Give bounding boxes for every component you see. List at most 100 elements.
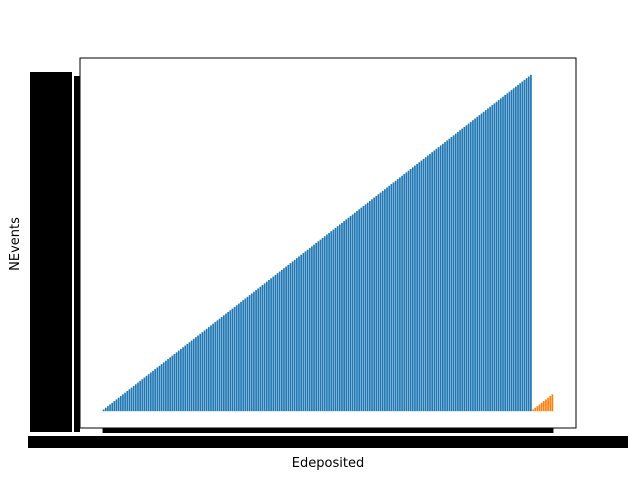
bar-s0-172 xyxy=(469,121,472,412)
bar-s0-17 xyxy=(137,382,139,412)
bar-s0-45 xyxy=(197,335,199,412)
bar-s0-199 xyxy=(527,76,530,412)
bar-s0-182 xyxy=(491,105,494,412)
bar-s0-4 xyxy=(109,404,111,412)
bar-s1-202 xyxy=(534,407,537,412)
bar-s1-209 xyxy=(549,396,552,412)
bar-s0-79 xyxy=(270,278,272,412)
bar-s0-111 xyxy=(338,224,341,412)
bar-s0-161 xyxy=(446,140,449,412)
bar-s0-24 xyxy=(152,370,154,412)
bar-s0-157 xyxy=(437,147,440,412)
bar-s0-132 xyxy=(384,189,386,412)
bar-s0-162 xyxy=(448,138,451,412)
bar-s0-103 xyxy=(321,237,324,412)
bar-s0-120 xyxy=(358,209,360,412)
bar-s0-60 xyxy=(229,310,232,412)
bar-s0-87 xyxy=(287,264,290,412)
y-tick-label-mass xyxy=(30,72,72,432)
bar-s1-208 xyxy=(547,397,549,412)
bar-s0-149 xyxy=(420,160,423,412)
bar-s0-195 xyxy=(519,83,522,412)
bar-s0-112 xyxy=(341,222,343,412)
bar-s0-59 xyxy=(227,311,230,412)
bar-s0-13 xyxy=(128,389,131,412)
bar-s0-119 xyxy=(356,211,358,412)
bar-s0-44 xyxy=(195,337,197,412)
bar-s0-110 xyxy=(336,226,339,412)
bar-s0-77 xyxy=(265,281,268,412)
bar-s0-98 xyxy=(311,246,313,412)
bar-s1-203 xyxy=(536,406,539,412)
bar-s0-7 xyxy=(115,399,118,412)
bar-s0-1 xyxy=(102,409,105,412)
bar-s0-32 xyxy=(169,357,172,412)
bar-s0-129 xyxy=(377,194,380,412)
bar-s0-37 xyxy=(180,348,182,412)
bar-s0-168 xyxy=(461,128,464,412)
bar-s0-20 xyxy=(143,377,146,412)
bar-s0-12 xyxy=(126,391,129,412)
bar-s0-154 xyxy=(431,152,433,412)
bar-s0-90 xyxy=(293,259,296,412)
bar-s0-133 xyxy=(386,187,388,412)
bar-s0-33 xyxy=(171,355,174,412)
bar-s0-69 xyxy=(248,295,251,412)
bar-s1-206 xyxy=(542,401,545,412)
bar-s0-145 xyxy=(411,167,414,412)
bar-s0-156 xyxy=(435,148,438,412)
bar-s0-183 xyxy=(493,103,496,412)
bar-s0-128 xyxy=(375,195,378,412)
bar-s0-39 xyxy=(184,345,187,412)
bar-s0-170 xyxy=(465,125,468,412)
bar-s0-88 xyxy=(289,263,292,412)
bar-s0-47 xyxy=(201,332,204,412)
bar-s0-50 xyxy=(207,327,210,412)
bar-s1-201 xyxy=(532,409,534,412)
bar-s0-52 xyxy=(212,323,214,412)
bar-s0-75 xyxy=(261,285,264,412)
bar-s0-84 xyxy=(280,269,283,412)
x-tick-marks xyxy=(102,428,554,433)
bar-s0-184 xyxy=(495,101,498,412)
bar-s0-100 xyxy=(315,243,318,412)
bar-s0-194 xyxy=(517,84,519,412)
bar-s0-124 xyxy=(366,202,369,412)
bar-s0-56 xyxy=(220,317,223,412)
bar-s0-91 xyxy=(296,258,298,412)
bar-s0-95 xyxy=(304,251,307,412)
bar-s0-54 xyxy=(216,320,219,412)
bar-s0-85 xyxy=(283,268,285,412)
bar-s0-70 xyxy=(250,293,253,412)
bar-s0-109 xyxy=(334,227,337,412)
y-tick-marks xyxy=(74,76,80,432)
bar-s0-113 xyxy=(343,221,345,412)
bar-s0-48 xyxy=(203,330,206,412)
bar-s0-198 xyxy=(525,78,528,412)
bar-s0-107 xyxy=(330,231,333,412)
bar-s0-9 xyxy=(119,396,122,412)
bar-s0-2 xyxy=(104,407,107,412)
bar-s1-205 xyxy=(540,402,543,412)
bar-s0-8 xyxy=(117,397,120,412)
bar-s0-114 xyxy=(345,219,348,412)
bar-s0-25 xyxy=(154,369,157,412)
bar-s0-106 xyxy=(328,232,330,412)
y-axis-label: NEvents xyxy=(8,217,23,271)
bar-s0-83 xyxy=(278,271,281,412)
bar-s0-46 xyxy=(199,333,202,412)
bar-s0-73 xyxy=(257,288,260,412)
bar-s0-15 xyxy=(132,385,135,412)
bar-s0-140 xyxy=(401,175,403,412)
bar-s0-36 xyxy=(177,350,180,412)
bar-s0-144 xyxy=(409,169,412,412)
bar-s0-142 xyxy=(405,172,408,412)
bar-s0-49 xyxy=(205,328,208,412)
bar-s0-62 xyxy=(233,306,236,412)
bar-s0-99 xyxy=(313,244,315,412)
bar-s0-125 xyxy=(369,200,371,412)
bars-group xyxy=(102,74,554,412)
bar-s0-30 xyxy=(165,360,167,412)
bar-s0-72 xyxy=(255,290,257,412)
bar-s0-38 xyxy=(182,347,184,412)
